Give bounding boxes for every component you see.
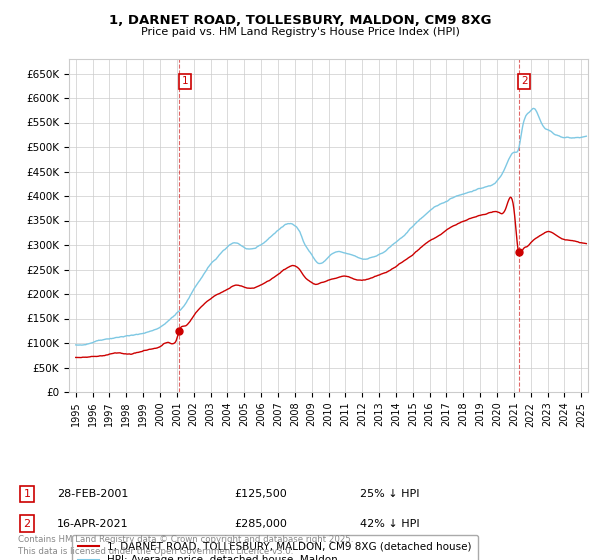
- Legend: 1, DARNET ROAD, TOLLESBURY, MALDON, CM9 8XG (detached house), HPI: Average price: 1, DARNET ROAD, TOLLESBURY, MALDON, CM9 …: [71, 535, 478, 560]
- Text: 42% ↓ HPI: 42% ↓ HPI: [360, 519, 419, 529]
- Text: 2: 2: [23, 519, 31, 529]
- Text: £285,000: £285,000: [234, 519, 287, 529]
- Text: Contains HM Land Registry data © Crown copyright and database right 2025.
This d: Contains HM Land Registry data © Crown c…: [18, 535, 353, 556]
- Text: 16-APR-2021: 16-APR-2021: [57, 519, 128, 529]
- Text: 28-FEB-2001: 28-FEB-2001: [57, 489, 128, 499]
- Text: £125,500: £125,500: [234, 489, 287, 499]
- Text: 2: 2: [521, 76, 528, 86]
- Text: 1: 1: [182, 76, 188, 86]
- Text: 1, DARNET ROAD, TOLLESBURY, MALDON, CM9 8XG: 1, DARNET ROAD, TOLLESBURY, MALDON, CM9 …: [109, 14, 491, 27]
- Text: 1: 1: [23, 489, 31, 499]
- Text: 25% ↓ HPI: 25% ↓ HPI: [360, 489, 419, 499]
- Text: Price paid vs. HM Land Registry's House Price Index (HPI): Price paid vs. HM Land Registry's House …: [140, 27, 460, 37]
